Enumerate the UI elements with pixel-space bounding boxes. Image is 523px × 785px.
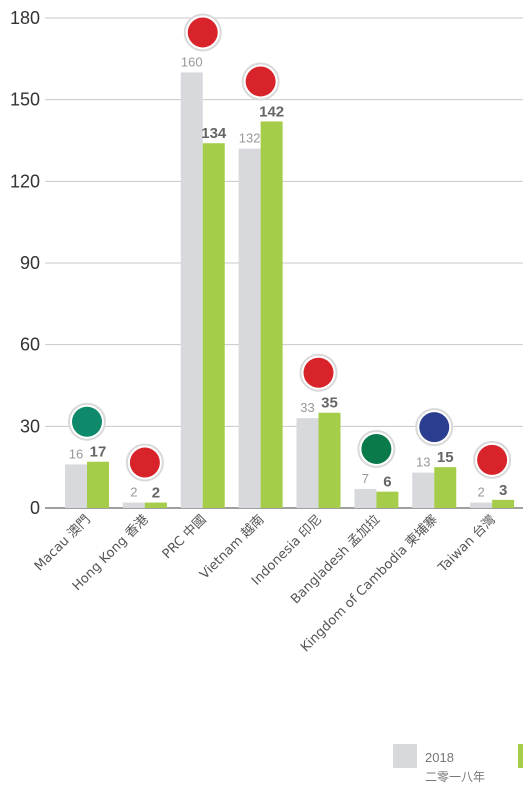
bar-2019 — [202, 143, 225, 508]
y-tick-label: 150 — [10, 90, 40, 110]
legend-swatch-2018 — [393, 744, 417, 768]
x-tick-label: PRC 中國 — [160, 512, 210, 562]
data-label-2018: 2 — [130, 485, 137, 500]
data-label-2018: 33 — [300, 400, 314, 415]
data-label-2018: 16 — [69, 446, 83, 461]
data-label-2018: 7 — [362, 471, 369, 486]
bar-2019 — [318, 412, 341, 508]
data-label-2019: 3 — [499, 482, 507, 499]
data-label-2019: 134 — [201, 125, 227, 142]
flag-disc — [419, 412, 450, 443]
y-tick-label: 60 — [20, 335, 40, 355]
data-label-2019: 35 — [321, 395, 338, 412]
bar-2018 — [354, 488, 377, 508]
bar-2019 — [260, 121, 283, 508]
bar-2018 — [122, 502, 145, 508]
y-tick-label: 120 — [10, 171, 40, 191]
data-label-2019: 6 — [383, 474, 391, 491]
flag-disc — [477, 444, 508, 475]
bar-2018 — [412, 472, 435, 508]
x-tick-label: Macau 澳門 — [31, 512, 94, 575]
bar-2018 — [180, 72, 203, 508]
flag-disc — [361, 433, 392, 464]
data-label-2019: 142 — [259, 103, 284, 120]
bar-2018 — [470, 502, 493, 508]
y-tick-label: 0 — [30, 498, 40, 518]
y-tick-label: 90 — [20, 253, 40, 273]
y-tick-label: 180 — [10, 8, 40, 28]
y-tick-label: 30 — [20, 416, 40, 436]
data-label-2019: 17 — [90, 444, 107, 461]
data-label-2018: 132 — [239, 131, 261, 146]
flag-disc — [245, 66, 276, 97]
flag-disc — [187, 17, 218, 48]
bar-2019 — [87, 461, 109, 508]
flag-disc — [72, 406, 102, 437]
data-label-2018: 160 — [181, 54, 203, 69]
legend: 2018 二零一八年 — [393, 744, 523, 784]
bar-2018 — [65, 464, 87, 508]
bar-2018 — [238, 148, 261, 508]
flag-disc — [303, 357, 334, 388]
bar-2019 — [144, 502, 167, 508]
bar-2018 — [296, 418, 319, 508]
data-label-2019: 15 — [437, 449, 454, 466]
legend-label-2018: 2018 — [425, 750, 454, 765]
data-label-2018: 2 — [478, 485, 485, 500]
bar-2019 — [434, 467, 457, 508]
bar-2019 — [376, 491, 399, 508]
flag-disc — [129, 447, 160, 478]
legend-swatch-2019 — [518, 744, 523, 768]
data-label-2019: 2 — [152, 485, 160, 502]
legend-sublabel-2018: 二零一八年 — [425, 770, 486, 784]
data-label-2018: 13 — [416, 455, 430, 470]
bar-2019 — [492, 499, 515, 508]
x-tick-label: Taiwan 台灣 — [435, 512, 499, 576]
